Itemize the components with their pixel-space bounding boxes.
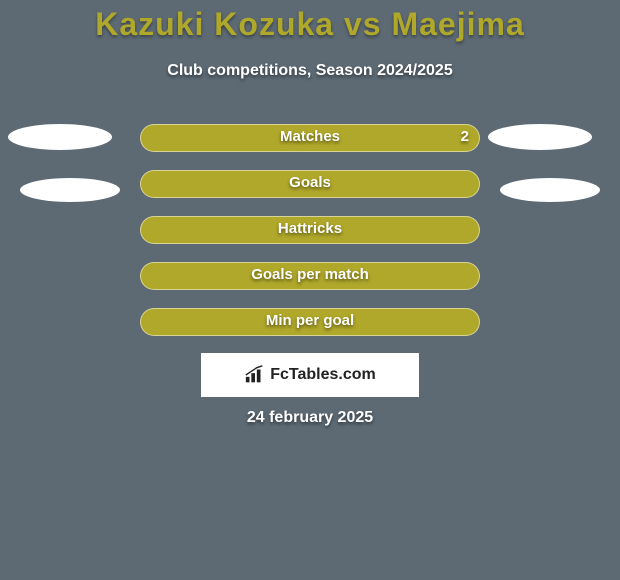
stat-bar-label: Matches [141,128,479,145]
stat-bar-label: Min per goal [141,312,479,329]
stat-bar-label: Goals [141,174,479,191]
stat-bar: Hattricks [140,216,480,244]
logo-box: FcTables.com [201,353,419,397]
chart-canvas: Kazuki Kozuka vs Maejima Club competitio… [0,0,620,580]
side-ellipse [8,124,112,150]
page-subtitle: Club competitions, Season 2024/2025 [0,62,620,80]
logo-text: FcTables.com [270,366,376,384]
stat-bar: Goals [140,170,480,198]
stat-bar: Matches2 [140,124,480,152]
stat-bar: Goals per match [140,262,480,290]
stat-bar-label: Goals per match [141,266,479,283]
bar-chart-icon [244,365,266,385]
side-ellipse [500,178,600,202]
date-line: 24 february 2025 [0,409,620,427]
stat-bar-value: 2 [461,128,469,145]
stat-bar: Min per goal [140,308,480,336]
side-ellipse [20,178,120,202]
page-title: Kazuki Kozuka vs Maejima [0,6,620,43]
stat-bar-label: Hattricks [141,220,479,237]
side-ellipse [488,124,592,150]
